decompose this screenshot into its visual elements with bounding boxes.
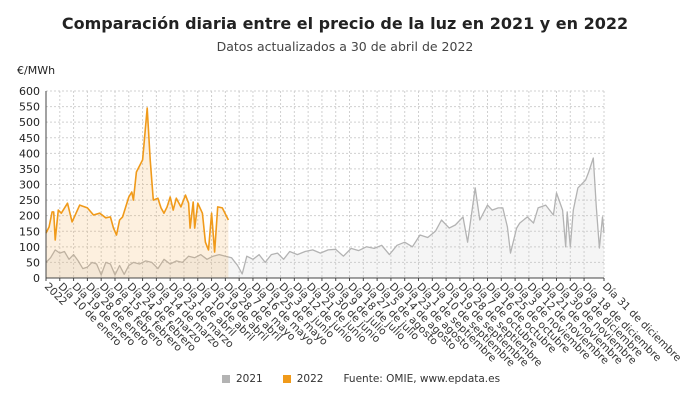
legend-label-2022: 2022 xyxy=(296,373,324,385)
y-tick-label: 50 xyxy=(26,256,40,269)
y-tick-label: 100 xyxy=(19,241,40,254)
chart-subtitle: Datos actualizados a 30 de abril de 2022 xyxy=(216,39,474,54)
y-tick-label: 250 xyxy=(19,194,40,207)
y-tick-label: 200 xyxy=(19,210,40,223)
area-2022 xyxy=(46,108,229,278)
y-tick-label: 400 xyxy=(19,147,40,160)
legend-swatch-2021 xyxy=(222,375,230,383)
y-tick-label: 450 xyxy=(19,132,40,145)
source-note: Fuente: OMIE, www.epdata.es xyxy=(343,373,501,385)
area-2021 xyxy=(46,158,604,278)
legend: 2021 2022 Fuente: OMIE, www.epdata.es xyxy=(222,373,500,385)
line-series-2021 xyxy=(45,157,605,276)
y-tick-label: 550 xyxy=(19,101,40,114)
y-tick-label: 0 xyxy=(33,272,40,285)
chart-title: Comparación diaria entre el precio de la… xyxy=(61,14,629,33)
y-tick-label: 150 xyxy=(19,225,40,238)
legend-label-2021: 2021 xyxy=(236,373,263,385)
line-series-2022 xyxy=(45,107,230,253)
y-tick-label: 300 xyxy=(19,179,40,192)
y-tick-label: 600 xyxy=(19,85,40,98)
y-tick-label: 350 xyxy=(19,163,40,176)
legend-swatch-2022 xyxy=(282,375,291,383)
y-tick-label: 500 xyxy=(19,116,40,129)
y-axis-unit: €/MWh xyxy=(17,64,56,77)
